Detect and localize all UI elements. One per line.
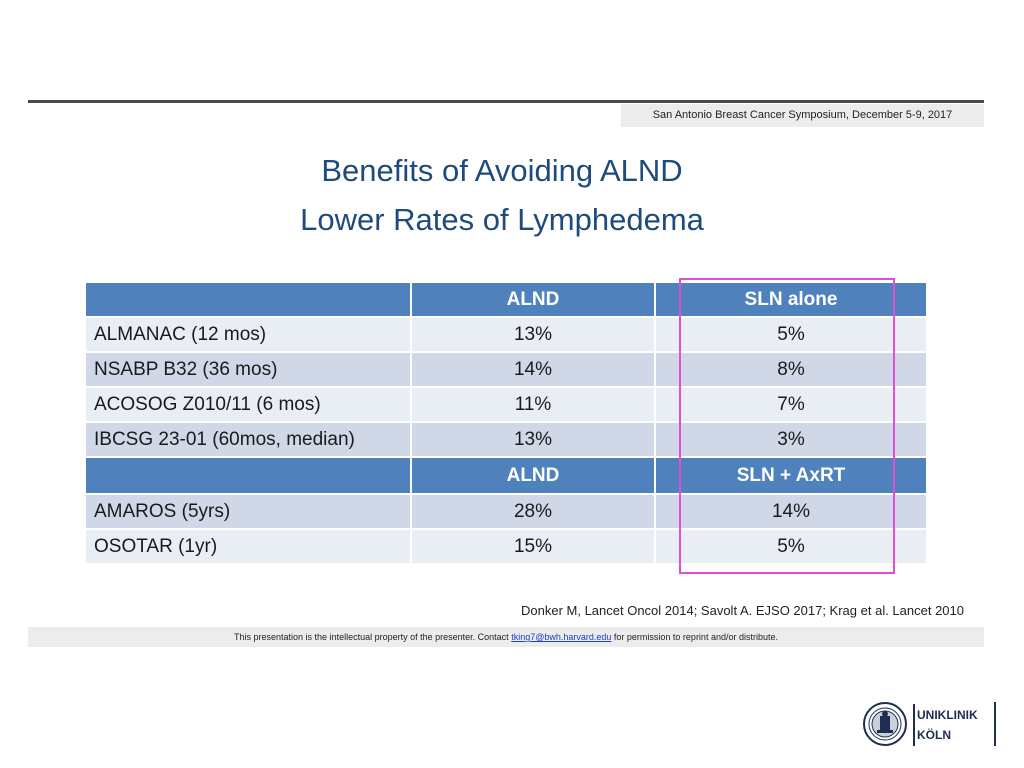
sln-cell: 3% [656, 423, 926, 456]
lymphedema-table: ALND SLN alone ALMANAC (12 mos) 13% 5% N… [86, 281, 926, 565]
header-cell-alnd: ALND [412, 283, 656, 316]
table-row: OSOTAR (1yr) 15% 5% [86, 530, 926, 563]
study-cell: ALMANAC (12 mos) [86, 318, 412, 351]
table-row: ALMANAC (12 mos) 13% 5% [86, 318, 926, 351]
header-cell-alnd: ALND [412, 458, 656, 493]
study-cell: NSABP B32 (36 mos) [86, 353, 412, 386]
sln-cell: 5% [656, 530, 926, 563]
table-row: NSABP B32 (36 mos) 14% 8% [86, 353, 926, 386]
logo-divider [913, 704, 915, 746]
contact-email-link[interactable]: tking7@bwh.harvard.edu [511, 632, 612, 642]
top-rule [28, 100, 984, 103]
sln-cell: 7% [656, 388, 926, 421]
logo-line-1: UNIKLINIK [917, 708, 978, 722]
uniklinik-logo: UNIKLINIK KÖLN [863, 702, 998, 748]
table-header-row: ALND SLN alone [86, 283, 926, 316]
alnd-cell: 14% [412, 353, 656, 386]
alnd-cell: 13% [412, 318, 656, 351]
study-cell: IBCSG 23-01 (60mos, median) [86, 423, 412, 456]
study-cell: OSOTAR (1yr) [86, 530, 412, 563]
table-row: IBCSG 23-01 (60mos, median) 13% 3% [86, 423, 926, 456]
symposium-banner: San Antonio Breast Cancer Symposium, Dec… [621, 104, 984, 127]
copyright-footer: This presentation is the intellectual pr… [28, 627, 984, 647]
sln-cell: 8% [656, 353, 926, 386]
title-line-2: Lower Rates of Lymphedema [300, 202, 704, 237]
logo-edge-bar [994, 702, 996, 746]
table-row: ACOSOG Z010/11 (6 mos) 11% 7% [86, 388, 926, 421]
slide-title: Benefits of Avoiding ALND Lower Rates of… [0, 146, 1004, 244]
alnd-cell: 13% [412, 423, 656, 456]
footer-text-after: for permission to reprint and/or distrib… [613, 632, 778, 642]
title-line-1: Benefits of Avoiding ALND [321, 153, 683, 188]
study-cell: ACOSOG Z010/11 (6 mos) [86, 388, 412, 421]
table-header-row: ALND SLN + AxRT [86, 458, 926, 493]
alnd-cell: 11% [412, 388, 656, 421]
alnd-cell: 28% [412, 495, 656, 528]
header-cell-sln: SLN alone [656, 283, 926, 316]
alnd-cell: 15% [412, 530, 656, 563]
table-row: AMAROS (5yrs) 28% 14% [86, 495, 926, 528]
references: Donker M, Lancet Oncol 2014; Savolt A. E… [521, 603, 964, 618]
header-cell-study [86, 458, 412, 493]
study-cell: AMAROS (5yrs) [86, 495, 412, 528]
university-seal-icon [863, 702, 907, 746]
logo-text: UNIKLINIK KÖLN [917, 705, 978, 745]
sln-cell: 14% [656, 495, 926, 528]
header-cell-study [86, 283, 412, 316]
sln-cell: 5% [656, 318, 926, 351]
footer-text-before: This presentation is the intellectual pr… [234, 632, 509, 642]
logo-line-2: KÖLN [917, 728, 951, 742]
header-cell-sln-axrt: SLN + AxRT [656, 458, 926, 493]
